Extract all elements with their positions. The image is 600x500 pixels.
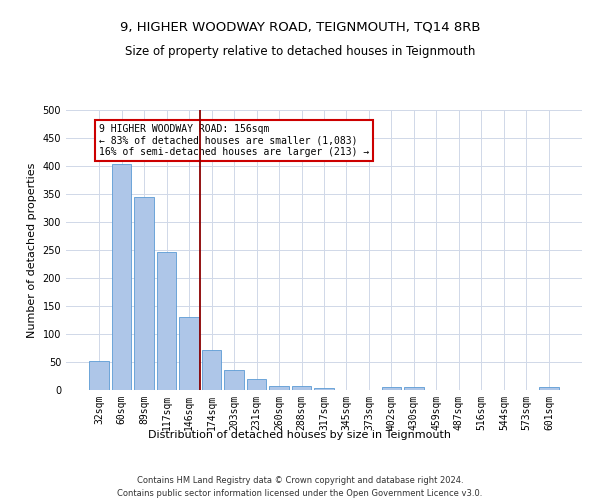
Text: 9, HIGHER WOODWAY ROAD, TEIGNMOUTH, TQ14 8RB: 9, HIGHER WOODWAY ROAD, TEIGNMOUTH, TQ14… (120, 20, 480, 33)
Text: Contains HM Land Registry data © Crown copyright and database right 2024.: Contains HM Land Registry data © Crown c… (137, 476, 463, 485)
Bar (539, 387, 559, 390)
Bar (179, 317, 199, 390)
Bar (157, 252, 176, 390)
Text: Contains public sector information licensed under the Open Government Licence v3: Contains public sector information licen… (118, 488, 482, 498)
Bar (269, 386, 289, 390)
Bar (382, 386, 401, 390)
Bar (314, 388, 334, 390)
Bar (404, 387, 424, 390)
Text: Distribution of detached houses by size in Teignmouth: Distribution of detached houses by size … (149, 430, 452, 440)
Bar (202, 350, 221, 390)
Bar (224, 370, 244, 390)
Bar (134, 197, 154, 390)
Bar (292, 386, 311, 390)
Bar (112, 164, 131, 390)
Text: 9 HIGHER WOODWAY ROAD: 156sqm
← 83% of detached houses are smaller (1,083)
16% o: 9 HIGHER WOODWAY ROAD: 156sqm ← 83% of d… (99, 124, 369, 157)
Bar (247, 379, 266, 390)
Text: Size of property relative to detached houses in Teignmouth: Size of property relative to detached ho… (125, 45, 475, 58)
Y-axis label: Number of detached properties: Number of detached properties (27, 162, 37, 338)
Bar (89, 361, 109, 390)
